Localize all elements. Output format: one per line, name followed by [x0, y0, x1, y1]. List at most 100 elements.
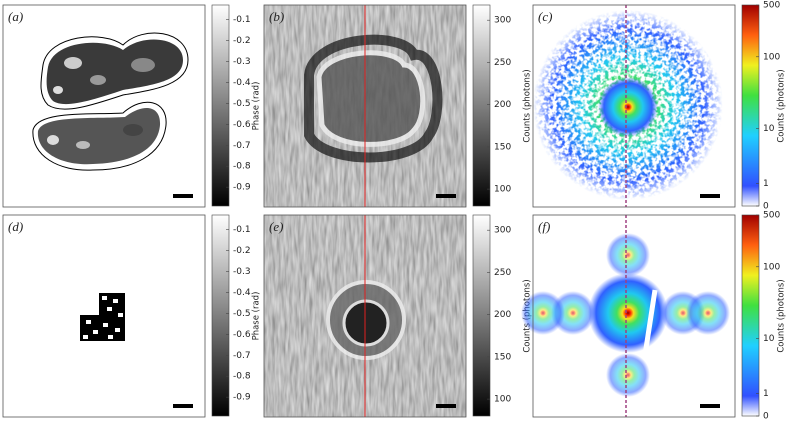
- colorbar-label: Counts (photons): [777, 279, 786, 352]
- pixel: [118, 313, 123, 317]
- panel-image: [533, 5, 735, 207]
- colorbar-tick-label: -0.5: [233, 309, 251, 319]
- diffraction-lobe: [521, 291, 565, 335]
- panel-image: [264, 215, 466, 417]
- colorbar-tick-label: -0.7: [233, 141, 251, 151]
- colorbar-tick-label: 0: [763, 412, 769, 422]
- diffraction-lobe: [686, 291, 730, 335]
- colorbar-tick-label: 500: [763, 211, 780, 221]
- colorbar-tick-label: 150: [494, 142, 511, 152]
- colorbar-tick-label: 1: [763, 179, 769, 189]
- colorbar-tick-label: 300: [494, 16, 511, 26]
- scale-bar: [436, 404, 456, 408]
- colorbar-tick-label: -0.7: [233, 351, 251, 361]
- panel-frame: [532, 4, 736, 208]
- colorbar-tick-label: -0.3: [233, 57, 251, 67]
- central-spot: [598, 77, 658, 137]
- pixel: [115, 328, 120, 332]
- colorbar-tick-label: 200: [494, 100, 511, 110]
- colorbar-tick-label: 100: [494, 185, 511, 195]
- colorbar-tick-label: 250: [494, 268, 511, 278]
- fringes: [304, 34, 443, 163]
- object: [46, 39, 183, 105]
- scale-bar: [700, 194, 720, 198]
- colorbar-tick-label: 200: [494, 310, 511, 320]
- object: [80, 293, 125, 341]
- inclusion: [123, 124, 143, 136]
- pixel: [83, 335, 88, 339]
- inclusion: [64, 57, 82, 69]
- colorbar-tick-label: -0.6: [233, 120, 251, 130]
- colorbar-label: Phase (rad): [252, 292, 262, 341]
- colorbar-tick-label: -0.8: [233, 162, 251, 172]
- background: [3, 5, 205, 207]
- pixel: [93, 330, 98, 334]
- inclusion: [131, 58, 155, 72]
- inclusion: [90, 75, 106, 85]
- fringes: [316, 50, 426, 147]
- pixel: [113, 299, 118, 303]
- colorbar-tick-label: -0.8: [233, 372, 251, 382]
- colorbar-tick-label: 250: [494, 58, 511, 68]
- panel-label: (c): [538, 9, 552, 24]
- panel-frame: [263, 214, 467, 418]
- colorbar-tick-label: -0.4: [233, 288, 251, 298]
- pixel: [102, 296, 107, 300]
- panel-label: (f): [538, 219, 550, 234]
- colorbar-label: Counts (photons): [523, 69, 533, 142]
- scale-bar: [700, 404, 720, 408]
- colorbar-tick-label: 10: [763, 124, 775, 134]
- pixel: [108, 335, 113, 339]
- fringes: [342, 299, 390, 347]
- panel-image: [3, 215, 205, 417]
- colorbar-tick-label: -0.2: [233, 36, 251, 46]
- colorbar: [472, 214, 491, 417]
- diffraction-lobe: [588, 273, 668, 353]
- panel-label: (e): [269, 219, 283, 234]
- colorbar-tick-label: 100: [763, 52, 780, 62]
- scale-bar: [173, 194, 193, 198]
- panel-frame: [2, 4, 206, 208]
- diffraction-lobe: [606, 353, 650, 397]
- colorbar-label: Counts (photons): [777, 69, 786, 142]
- colorbar: [741, 4, 760, 207]
- panel-image: [3, 5, 205, 207]
- colorbar-tick-label: 300: [494, 226, 511, 236]
- pixel: [103, 323, 108, 327]
- colorbar: [211, 4, 230, 207]
- colorbar-tick-label: -0.9: [233, 183, 251, 193]
- panel-label: (d): [8, 219, 23, 234]
- colorbar-tick-label: -0.2: [233, 246, 251, 256]
- colorbar-tick-label: -0.5: [233, 99, 251, 109]
- colorbar-label: Phase (rad): [252, 82, 262, 131]
- colorbar-tick-label: -0.1: [233, 225, 251, 235]
- colorbar: [472, 4, 491, 207]
- colorbar-tick-label: -0.6: [233, 330, 251, 340]
- diffraction-lobe: [606, 233, 650, 277]
- colorbar-tick-label: 100: [763, 262, 780, 272]
- colorbar-tick-label: 100: [494, 395, 511, 405]
- colorbar-tick-label: -0.9: [233, 393, 251, 403]
- scale-bar: [436, 194, 456, 198]
- inclusion: [47, 135, 59, 145]
- colorbar-tick-label: 10: [763, 334, 775, 344]
- colorbar-tick-label: 500: [763, 1, 780, 11]
- colorbar-tick-label: -0.3: [233, 267, 251, 277]
- colorbar: [741, 214, 760, 417]
- pixel: [86, 320, 91, 324]
- colorbar-tick-label: -0.4: [233, 78, 251, 88]
- stripe: [642, 289, 658, 356]
- panel-frame: [263, 4, 467, 208]
- object: [37, 107, 161, 165]
- inclusion: [76, 141, 90, 149]
- colorbar-tick-label: -0.1: [233, 15, 251, 25]
- panel-frame: [2, 214, 206, 418]
- panel-frame: [532, 214, 736, 418]
- inclusion: [53, 86, 63, 94]
- panel-image: [521, 215, 735, 417]
- colorbar: [211, 214, 230, 417]
- colorbar-tick-label: 1: [763, 389, 769, 399]
- colorbar-tick-label: 150: [494, 352, 511, 362]
